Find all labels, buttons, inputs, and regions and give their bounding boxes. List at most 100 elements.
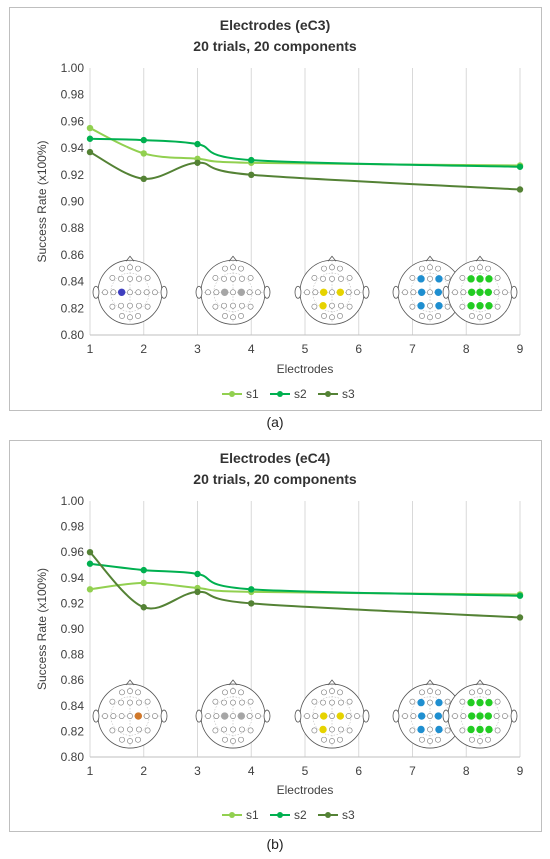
electrode bbox=[127, 738, 133, 744]
chart-frame-a: Electrodes (eC3) 20 trials, 20 components… bbox=[9, 7, 542, 411]
data-point-s2 bbox=[86, 560, 94, 567]
electrode bbox=[320, 275, 326, 282]
electrode bbox=[222, 736, 228, 743]
electrode bbox=[135, 736, 141, 743]
electrode bbox=[337, 265, 343, 272]
chart-title: Electrodes (eC3) bbox=[220, 17, 330, 33]
electrode bbox=[238, 736, 244, 743]
electrode bbox=[493, 289, 500, 296]
electrode bbox=[469, 265, 475, 272]
electrode-active bbox=[237, 712, 246, 720]
electrode-active bbox=[319, 725, 327, 734]
electrode bbox=[444, 274, 451, 281]
electrode bbox=[135, 265, 141, 272]
data-point-s3 bbox=[140, 604, 147, 611]
electrode bbox=[221, 302, 227, 309]
electrode bbox=[444, 727, 451, 734]
series-s2 bbox=[86, 560, 524, 599]
electrode-active bbox=[434, 288, 443, 296]
electrode bbox=[485, 689, 491, 696]
electrode bbox=[136, 302, 142, 309]
y-tick-label: 0.80 bbox=[61, 750, 85, 764]
electrode bbox=[246, 289, 253, 296]
electrode bbox=[477, 688, 483, 694]
electrode bbox=[410, 713, 417, 719]
y-tick-label: 0.86 bbox=[61, 248, 85, 262]
electrode bbox=[427, 264, 433, 271]
data-point-s2 bbox=[140, 566, 147, 574]
y-tick-label: 1.00 bbox=[61, 494, 85, 508]
electrode bbox=[109, 274, 116, 281]
electrode bbox=[460, 289, 467, 296]
electrode bbox=[221, 726, 227, 733]
electrode bbox=[304, 289, 310, 296]
electrode bbox=[109, 727, 116, 734]
caption-a: (a) bbox=[266, 414, 284, 430]
electrode bbox=[419, 313, 425, 319]
x-tick-label: 5 bbox=[302, 764, 309, 778]
electrode bbox=[255, 289, 261, 296]
y-tick-label: 0.98 bbox=[61, 88, 85, 102]
electrode bbox=[247, 274, 254, 281]
electrode bbox=[477, 738, 483, 744]
data-point-s2 bbox=[516, 592, 524, 599]
electrode bbox=[136, 699, 142, 706]
electrode bbox=[419, 689, 425, 696]
electrode bbox=[230, 289, 236, 296]
electrode-active bbox=[237, 288, 246, 296]
y-tick-label: 0.90 bbox=[61, 622, 85, 636]
electrode bbox=[338, 726, 344, 733]
series-line-s2 bbox=[89, 137, 521, 168]
electrode bbox=[212, 698, 219, 705]
x-tick-label: 8 bbox=[463, 764, 470, 778]
electrode bbox=[222, 313, 228, 319]
data-point-s1 bbox=[140, 579, 147, 587]
electrode bbox=[435, 265, 441, 272]
x-tick-label: 9 bbox=[517, 342, 524, 356]
electrode bbox=[230, 699, 236, 706]
electrode bbox=[477, 264, 483, 271]
electrode bbox=[230, 713, 236, 719]
series-line-s3 bbox=[89, 151, 521, 191]
electrode-map-4 bbox=[294, 255, 370, 325]
series-s2 bbox=[86, 135, 524, 170]
series-line-s3 bbox=[89, 551, 521, 619]
electrode bbox=[320, 699, 326, 706]
electrode bbox=[419, 265, 425, 272]
electrode bbox=[329, 289, 335, 296]
legend-marker-s2 bbox=[277, 812, 283, 818]
data-point-s3 bbox=[86, 148, 94, 156]
electrode-active bbox=[476, 712, 484, 720]
electrode-map-9 bbox=[442, 679, 518, 749]
electrode bbox=[346, 274, 353, 281]
legend-marker-s2 bbox=[277, 391, 283, 397]
electrode bbox=[354, 713, 360, 719]
electrode bbox=[135, 689, 141, 696]
data-point-s3 bbox=[516, 614, 524, 621]
electrode bbox=[321, 313, 327, 319]
electrode-active bbox=[417, 698, 425, 707]
electrode bbox=[311, 303, 318, 310]
electrode bbox=[119, 736, 125, 743]
electrode bbox=[230, 302, 236, 309]
electrode-active bbox=[417, 712, 426, 720]
electrode-active bbox=[435, 725, 443, 734]
electrode bbox=[144, 727, 151, 734]
electrode-active bbox=[417, 288, 426, 296]
electrode bbox=[230, 275, 236, 282]
electrode-active bbox=[467, 275, 475, 283]
x-tick-label: 4 bbox=[248, 764, 255, 778]
electrode bbox=[255, 713, 261, 719]
electrode bbox=[329, 726, 335, 733]
electrode bbox=[144, 698, 151, 705]
electrode bbox=[494, 727, 501, 734]
electrode bbox=[213, 289, 220, 296]
electrode-active bbox=[117, 288, 126, 296]
chart-title: Electrodes (eC4) bbox=[220, 450, 330, 466]
electrode bbox=[127, 264, 133, 271]
x-axis-label: Electrodes bbox=[277, 783, 334, 797]
y-tick-label: 1.00 bbox=[61, 61, 85, 75]
electrode bbox=[435, 689, 441, 696]
data-point-s3 bbox=[140, 175, 147, 183]
electrode bbox=[127, 314, 133, 321]
